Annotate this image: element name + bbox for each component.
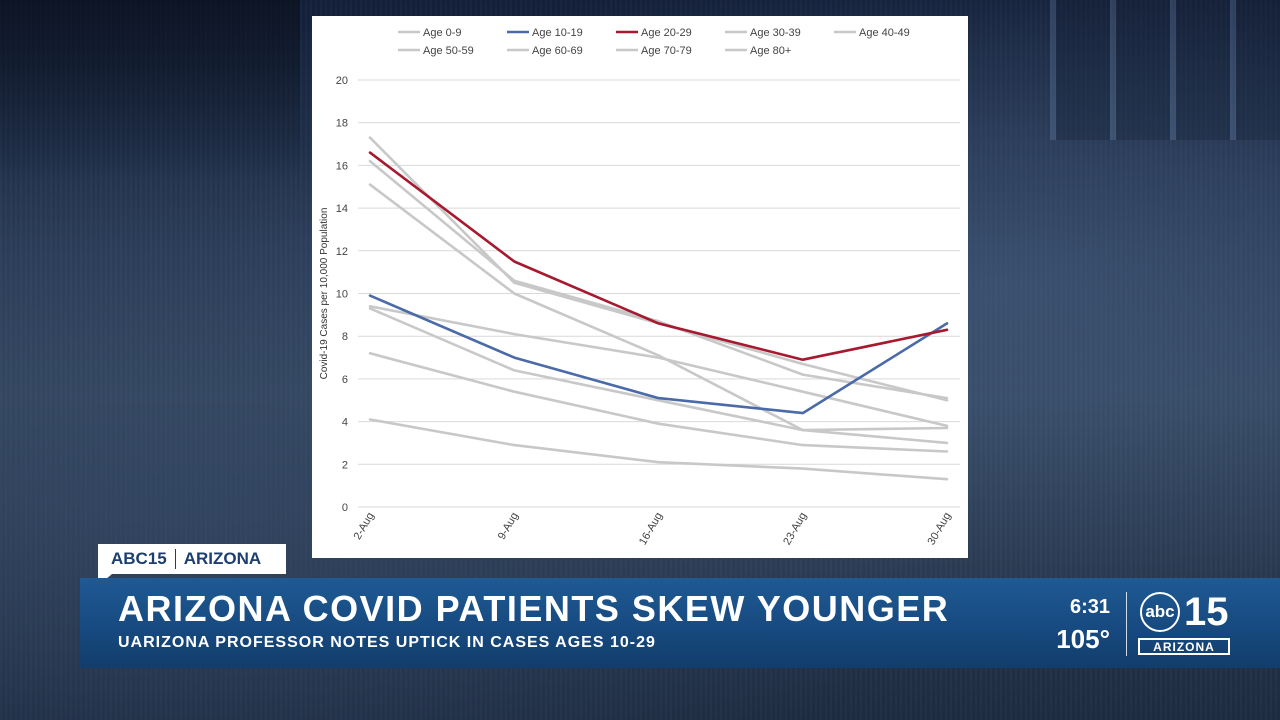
y-tick-label: 10 xyxy=(336,289,348,301)
bug-separator xyxy=(174,549,176,569)
series-line-age-30-39 xyxy=(368,136,949,402)
y-tick-label: 8 xyxy=(342,331,348,343)
temperature: 105° xyxy=(1056,624,1110,654)
clock-time: 6:31 xyxy=(1069,596,1110,618)
series-line-age-80 xyxy=(368,351,949,453)
legend-label: Age 80+ xyxy=(750,45,791,57)
x-tick-label: 16-Aug xyxy=(637,511,665,548)
banner-divider xyxy=(1126,592,1127,656)
series-line-age-50-59 xyxy=(368,183,949,432)
y-tick-label: 12 xyxy=(336,246,348,258)
x-tick-label: 30-Aug xyxy=(925,511,953,548)
bug-region: ARIZONA xyxy=(183,549,262,568)
legend-label: Age 70-79 xyxy=(641,45,692,57)
lower-third-banner xyxy=(80,578,1280,668)
subheadline: UARIZONA PROFESSOR NOTES UPTICK IN CASES… xyxy=(118,634,656,651)
y-tick-label: 20 xyxy=(336,75,348,87)
y-tick-label: 6 xyxy=(342,374,348,386)
y-tick-label: 18 xyxy=(336,118,348,130)
x-tick-label: 2-Aug xyxy=(352,511,377,542)
series-line-age-10-19 xyxy=(368,294,949,415)
series-line-age-20-29 xyxy=(368,151,949,362)
background-shadow xyxy=(0,0,300,180)
chart-card: 0 2 4 6 8 10 12 14 16 18 20 Covid-19 Cases per 10,0… xyxy=(312,16,968,558)
legend-label: Age 30-39 xyxy=(750,27,801,39)
y-axis-label: Covid-19 Cases per 10,000 Population xyxy=(319,208,330,380)
y-tick-label: 14 xyxy=(336,203,348,215)
series-line-age-70-79 xyxy=(368,307,949,445)
y-tick-label: 0 xyxy=(342,502,348,514)
abc15-logo: abc 15 ARIZONA xyxy=(1138,590,1230,656)
series-line-age-60-69 xyxy=(368,304,949,428)
y-tick-label: 2 xyxy=(342,459,348,471)
headline: ARIZONA COVID PATIENTS SKEW YOUNGER xyxy=(118,588,950,629)
legend-label: Age 20-29 xyxy=(641,27,692,39)
legend-label: Age 0-9 xyxy=(423,27,462,39)
logo-number: 15 xyxy=(1184,590,1229,634)
x-tick-label: 23-Aug xyxy=(781,511,809,548)
legend-label: Age 40-49 xyxy=(859,27,910,39)
series-line-age-0-9 xyxy=(368,418,949,481)
legend-label: Age 10-19 xyxy=(532,27,583,39)
legend-label: Age 60-69 xyxy=(532,45,583,57)
station-bug: ABC15 ARIZONA xyxy=(98,544,286,574)
logo-region: ARIZONA xyxy=(1138,638,1230,655)
bug-station: ABC15 xyxy=(111,549,167,568)
logo-abc-circle: abc xyxy=(1140,592,1180,632)
legend-label: Age 50-59 xyxy=(423,45,474,57)
background-window xyxy=(1050,0,1280,140)
y-tick-label: 4 xyxy=(342,417,348,429)
line-chart: 0 2 4 6 8 10 12 14 16 18 20 Covid-19 Cases per 10,0… xyxy=(319,27,960,548)
y-tick-label: 16 xyxy=(336,160,348,172)
series-line-age-40-49 xyxy=(368,159,949,400)
x-tick-label: 9-Aug xyxy=(496,511,521,542)
